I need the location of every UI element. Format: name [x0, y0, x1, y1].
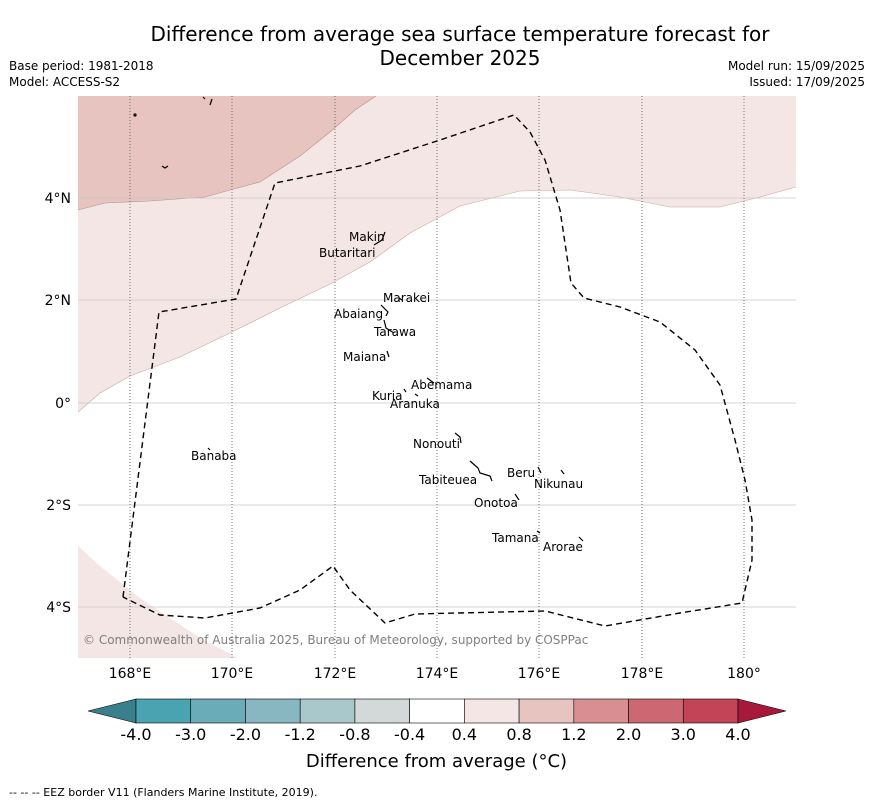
colorbar-segment	[135, 698, 192, 724]
lon-label-180: 180°	[727, 666, 761, 682]
island-small-2	[161, 165, 169, 169]
island-maiana	[386, 350, 390, 358]
label-nikunau: Nikunau	[534, 477, 583, 491]
colorbar-segment	[628, 698, 684, 724]
label-kuria: Kuria	[372, 389, 403, 403]
label-maiana: Maiana	[343, 350, 386, 364]
lon-label-172e: 172°E	[314, 666, 357, 682]
islands	[133, 96, 584, 542]
lat-label-2n: 2°N	[45, 293, 71, 309]
label-beru: Beru	[507, 466, 535, 480]
title-line-2: December 2025	[379, 46, 541, 70]
colorbar-tick-label: -3.0	[175, 725, 206, 744]
island-kuria	[403, 388, 419, 397]
lat-axis: 4°N 2°N 0° 2°S 4°S	[45, 191, 72, 616]
island-nonouti	[454, 432, 462, 444]
island-banaba	[207, 447, 211, 451]
anomaly-region-0.8-1.2	[78, 96, 376, 210]
label-tarawa: Tarawa	[373, 325, 416, 339]
island-small-1	[133, 113, 137, 117]
lon-label-176e: 176°E	[518, 666, 561, 682]
colorbar-tick-label: 1.2	[561, 725, 586, 744]
island-abemama	[426, 377, 435, 384]
lat-label-2s: 2°S	[46, 498, 71, 514]
colorbar-segment	[573, 698, 629, 724]
colorbar-tick-label: -0.4	[394, 725, 425, 744]
label-butaritari: Butaritari	[319, 246, 376, 260]
label-onotoa: Onotoa	[474, 496, 518, 510]
colorbar-extend-low	[87, 698, 137, 724]
label-marakei: Marakei	[383, 291, 430, 305]
place-labels: Makin Butaritari Marakei Abaiang Tarawa …	[191, 230, 583, 554]
lon-label-178e: 178°E	[621, 666, 664, 682]
colorbar-tick-label: 2.0	[616, 725, 641, 744]
title-line-1: Difference from average sea surface temp…	[150, 22, 770, 46]
island-tarawa	[383, 319, 395, 334]
colorbar-segment	[518, 698, 575, 724]
colorbar-segment	[409, 698, 465, 724]
copyright-text: © Commonwealth of Australia 2025, Bureau…	[83, 633, 588, 647]
colorbar-tick-label: 0.8	[506, 725, 531, 744]
lat-label-0: 0°	[55, 396, 71, 412]
island-marakei	[398, 297, 403, 301]
label-aranuka: Aranuka	[390, 397, 440, 411]
colorbar-tick-label: 4.0	[725, 725, 750, 744]
issued-date: Issued: 17/09/2025	[749, 75, 865, 89]
lon-gridlines	[129, 96, 745, 658]
lat-label-4s: 4°S	[46, 600, 71, 616]
island-onotoa	[514, 493, 520, 501]
island-abaiang	[380, 304, 389, 317]
colorbar-tick-label: -2.0	[230, 725, 261, 744]
anomaly-region-bottom-left	[78, 546, 238, 658]
model-run: Model run: 15/09/2025	[727, 59, 865, 73]
meta-left: Base period: 1981-2018 Model: ACCESS-S2	[9, 58, 154, 90]
colorbar-tick-label: -1.2	[285, 725, 316, 744]
label-abemama: Abemama	[411, 378, 472, 392]
colorbar-segment	[354, 698, 410, 724]
colorbar-segment	[299, 698, 356, 724]
lat-label-4n: 4°N	[45, 191, 71, 207]
label-tabiteuea: Tabiteuea	[418, 473, 477, 487]
colorbar-tick-label: -0.8	[339, 725, 370, 744]
island-arorae	[578, 536, 584, 542]
model-name: Model: ACCESS-S2	[9, 75, 121, 89]
meta-right: Model run: 15/09/2025 Issued: 17/09/2025	[728, 58, 865, 90]
label-makin: Makin	[349, 230, 385, 244]
colorbar-tick-label: 3.0	[671, 725, 696, 744]
island-beru	[537, 466, 565, 475]
contour-0.8	[78, 96, 377, 211]
colorbar-tick-label: -4.0	[120, 725, 151, 744]
island-tamana	[536, 530, 541, 534]
colorbar-segment	[682, 698, 739, 724]
footer-note: -- -- -- EEZ border V11 (Flanders Marine…	[9, 786, 318, 799]
label-arorae: Arorae	[543, 540, 583, 554]
colorbar-segment	[190, 698, 246, 724]
lon-label-174e: 174°E	[416, 666, 459, 682]
colorbar	[87, 698, 787, 724]
island-top	[202, 96, 213, 106]
lon-axis: 168°E 170°E 172°E 174°E 176°E 178°E 180°	[109, 666, 761, 682]
colorbar-segment	[464, 698, 520, 724]
colorbar-ticks: -4.0 -3.0 -2.0 -1.2 -0.8 -0.4 0.4 0.8 1.2 2.0 3.0 4…	[120, 725, 750, 744]
colorbar-segment	[245, 698, 301, 724]
base-period: Base period: 1981-2018	[9, 59, 154, 73]
colorbar-tick-label: 0.4	[452, 725, 477, 744]
lon-label-168e: 168°E	[109, 666, 152, 682]
label-abaiang: Abaiang	[334, 307, 383, 321]
chart-title: Difference from average sea surface temp…	[110, 22, 810, 70]
island-tabiteuea	[469, 460, 493, 482]
colorbar-extend-high	[737, 698, 787, 724]
label-nonouti: Nonouti	[413, 437, 460, 451]
colorbar-title: Difference from average (°C)	[305, 751, 568, 772]
lon-label-170e: 170°E	[211, 666, 254, 682]
label-tamana: Tamana	[491, 531, 539, 545]
eez-border	[122, 114, 753, 627]
contour-0.4	[78, 186, 796, 413]
island-makin	[373, 231, 386, 246]
label-banaba: Banaba	[191, 449, 237, 463]
